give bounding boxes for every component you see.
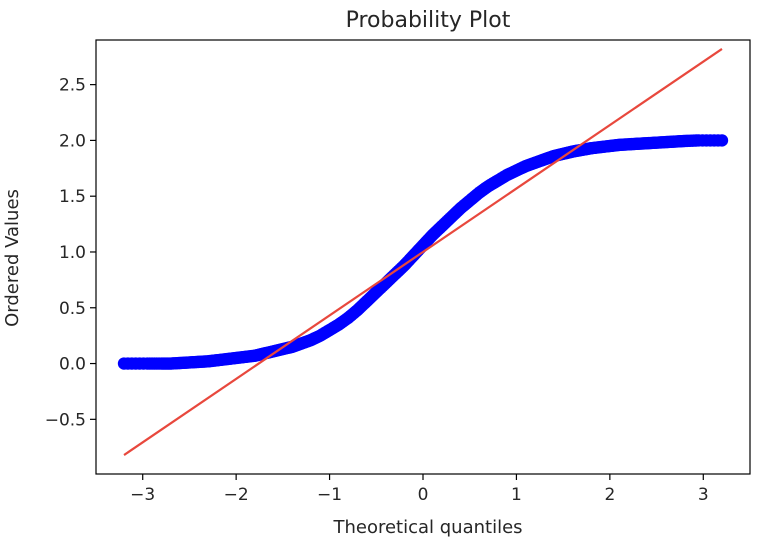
x-tick-label: −3 (130, 485, 155, 505)
data-point (659, 135, 673, 149)
data-point (692, 134, 705, 147)
data-point (239, 350, 252, 364)
data-point (332, 318, 346, 331)
data-point (314, 329, 327, 342)
data-point (603, 139, 617, 153)
data-point (173, 356, 187, 370)
data-point (547, 149, 560, 163)
data-point (426, 229, 439, 242)
data-point (416, 239, 430, 252)
data-point (622, 138, 635, 151)
data-point (613, 138, 626, 152)
data-point (360, 294, 374, 308)
x-tick-label: −2 (224, 485, 249, 505)
data-point (631, 137, 645, 150)
data-point (491, 174, 504, 187)
data-point (183, 356, 196, 369)
plot-frame (95, 39, 751, 475)
data-point (556, 147, 570, 160)
data-point (641, 137, 654, 150)
data-point (510, 164, 523, 177)
y-tick-label: −0.5 (45, 410, 86, 430)
data-point (379, 277, 392, 290)
x-tick-label: 1 (511, 485, 522, 505)
data-point (715, 134, 729, 147)
data-point (220, 352, 233, 366)
data-point (351, 303, 364, 317)
data-point (584, 142, 598, 155)
data-point (192, 355, 205, 369)
data-point (435, 220, 448, 233)
data-point (678, 134, 691, 148)
data-point (141, 357, 154, 370)
data-point (229, 351, 243, 365)
data-point (388, 268, 402, 281)
data-point (211, 354, 224, 367)
scatter-series (117, 134, 729, 370)
data-point (155, 357, 168, 370)
data-point (117, 357, 131, 370)
y-tick-label: 1.5 (59, 187, 86, 207)
data-point (538, 153, 551, 166)
data-point (650, 136, 663, 149)
data-point (472, 186, 486, 200)
fit-line (123, 48, 723, 456)
data-point (500, 168, 514, 182)
x-tick-label: 0 (418, 485, 429, 505)
y-axis-label: Ordered Values (2, 189, 23, 327)
chart-title: Probability Plot (346, 8, 511, 33)
data-point (201, 355, 215, 368)
y-tick-label: 2.0 (59, 131, 86, 151)
y-axis: −0.5 0.0 0.5 1.0 1.5 2.0 2.5 (45, 76, 96, 430)
data-point (304, 333, 318, 347)
y-tick-label: 0.0 (59, 355, 86, 375)
data-point (463, 194, 476, 207)
data-point (248, 349, 262, 362)
y-tick-label: 1.0 (59, 243, 86, 263)
data-point (164, 357, 177, 370)
data-point (454, 202, 467, 215)
data-point (295, 337, 308, 350)
data-point (594, 140, 607, 154)
plot-content (117, 48, 729, 456)
data-point (482, 179, 495, 193)
x-tick-label: 2 (604, 485, 615, 505)
data-point (444, 211, 458, 224)
data-point (519, 159, 532, 173)
x-tick-label: 3 (698, 485, 709, 505)
data-point (370, 285, 383, 299)
data-point (528, 156, 542, 169)
data-point (323, 323, 336, 337)
data-point (407, 249, 420, 262)
x-tick-label: −1 (317, 485, 342, 505)
data-point (342, 311, 355, 325)
x-axis-label: Theoretical quantiles (332, 517, 522, 538)
plot-area: −3 −2 −1 0 1 2 3 −0.5 0.0 0.5 1.0 1.5 2.0 2.5 (45, 39, 751, 505)
y-tick-label: 2.5 (59, 76, 86, 96)
data-point (669, 135, 682, 148)
x-axis: −3 −2 −1 0 1 2 3 (130, 474, 709, 505)
y-tick-label: 0.5 (59, 299, 86, 319)
